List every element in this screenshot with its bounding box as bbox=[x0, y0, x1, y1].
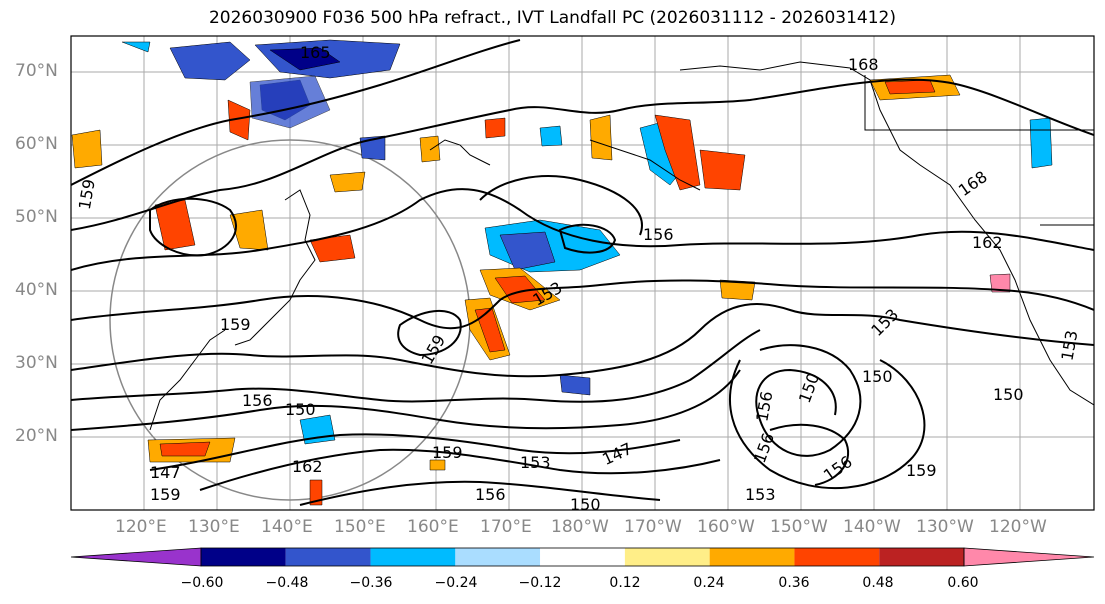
colorbar-tick-label: −0.24 bbox=[434, 575, 478, 591]
lat-label: 20°N bbox=[15, 426, 58, 446]
lon-label: 150°E bbox=[334, 517, 386, 537]
lat-label: 70°N bbox=[15, 61, 58, 81]
coastlines bbox=[149, 61, 1094, 431]
colorbar-segment bbox=[794, 548, 880, 566]
colorbar-tick-label: 0.48 bbox=[862, 575, 894, 591]
colorbar-tick-label: 0.36 bbox=[778, 575, 810, 591]
contour-label: 162 bbox=[292, 457, 323, 476]
contour-label: 159 bbox=[150, 485, 181, 504]
lon-label: 140°W bbox=[843, 517, 901, 537]
lon-label: 170°E bbox=[480, 517, 532, 537]
colorbar-segment bbox=[624, 548, 710, 566]
colorbar-tick-label: −0.12 bbox=[518, 575, 562, 591]
contour-label: 150 bbox=[862, 367, 893, 386]
lon-label: 120°W bbox=[989, 517, 1047, 537]
colorbar bbox=[70, 547, 1095, 567]
colorbar-segment bbox=[370, 548, 456, 566]
contour-label: 147 bbox=[150, 463, 181, 482]
contour-label: 168 bbox=[848, 55, 879, 74]
colorbar-segment bbox=[540, 548, 625, 566]
lon-label: 130°E bbox=[188, 517, 240, 537]
lon-label: 130°W bbox=[916, 517, 974, 537]
colorbar-tick-label: 0.12 bbox=[609, 575, 641, 591]
map-title: 2026030900 F036 500 hPa refract., IVT La… bbox=[208, 8, 896, 28]
contour-label: 150 bbox=[285, 400, 316, 419]
lat-label: 30°N bbox=[15, 353, 58, 373]
contour-label: 165 bbox=[300, 43, 331, 62]
contour-label: 150 bbox=[993, 385, 1024, 404]
contour-label: 153 bbox=[745, 485, 776, 504]
contour-label: 153 bbox=[520, 453, 551, 472]
shaded-anomalies bbox=[71, 39, 1053, 506]
lon-label: 160°E bbox=[407, 517, 459, 537]
gridlines bbox=[71, 36, 1094, 510]
contour-label: 159 bbox=[906, 461, 937, 480]
colorbar-extend-high bbox=[963, 547, 1095, 567]
contour-label: 159 bbox=[220, 315, 251, 334]
map-frame bbox=[70, 35, 1095, 511]
colorbar-tick-label: −0.36 bbox=[349, 575, 393, 591]
lon-label: 180°W bbox=[551, 517, 609, 537]
lon-label: 150°W bbox=[770, 517, 828, 537]
lat-label: 40°N bbox=[15, 280, 58, 300]
colorbar-tick-label: 0.60 bbox=[947, 575, 979, 591]
lon-label: 160°W bbox=[697, 517, 755, 537]
contour-label: 159 bbox=[432, 443, 463, 462]
contour-label: 150 bbox=[570, 495, 601, 514]
contour-label: 156 bbox=[242, 391, 273, 410]
colorbar-segment bbox=[285, 548, 371, 566]
contour-label: 156 bbox=[475, 485, 506, 504]
colorbar-segment bbox=[201, 548, 286, 566]
colorbar-segment bbox=[879, 548, 964, 566]
contour-label: 162 bbox=[972, 233, 1003, 252]
lat-label: 60°N bbox=[15, 134, 58, 154]
colorbar-tick-label: −0.48 bbox=[265, 575, 309, 591]
height-contours bbox=[71, 39, 1094, 506]
colorbar-tick-label: 0.24 bbox=[693, 575, 725, 591]
lon-label: 170°W bbox=[624, 517, 682, 537]
colorbar-tick-label: −0.60 bbox=[180, 575, 224, 591]
lat-label: 50°N bbox=[15, 207, 58, 227]
colorbar-segment bbox=[455, 548, 541, 566]
contour-label: 156 bbox=[643, 225, 674, 244]
colorbar-frame bbox=[200, 547, 965, 567]
colorbar-extend-low bbox=[70, 547, 202, 567]
lon-label: 140°E bbox=[261, 517, 313, 537]
lon-label: 120°E bbox=[115, 517, 167, 537]
colorbar-segment bbox=[709, 548, 795, 566]
